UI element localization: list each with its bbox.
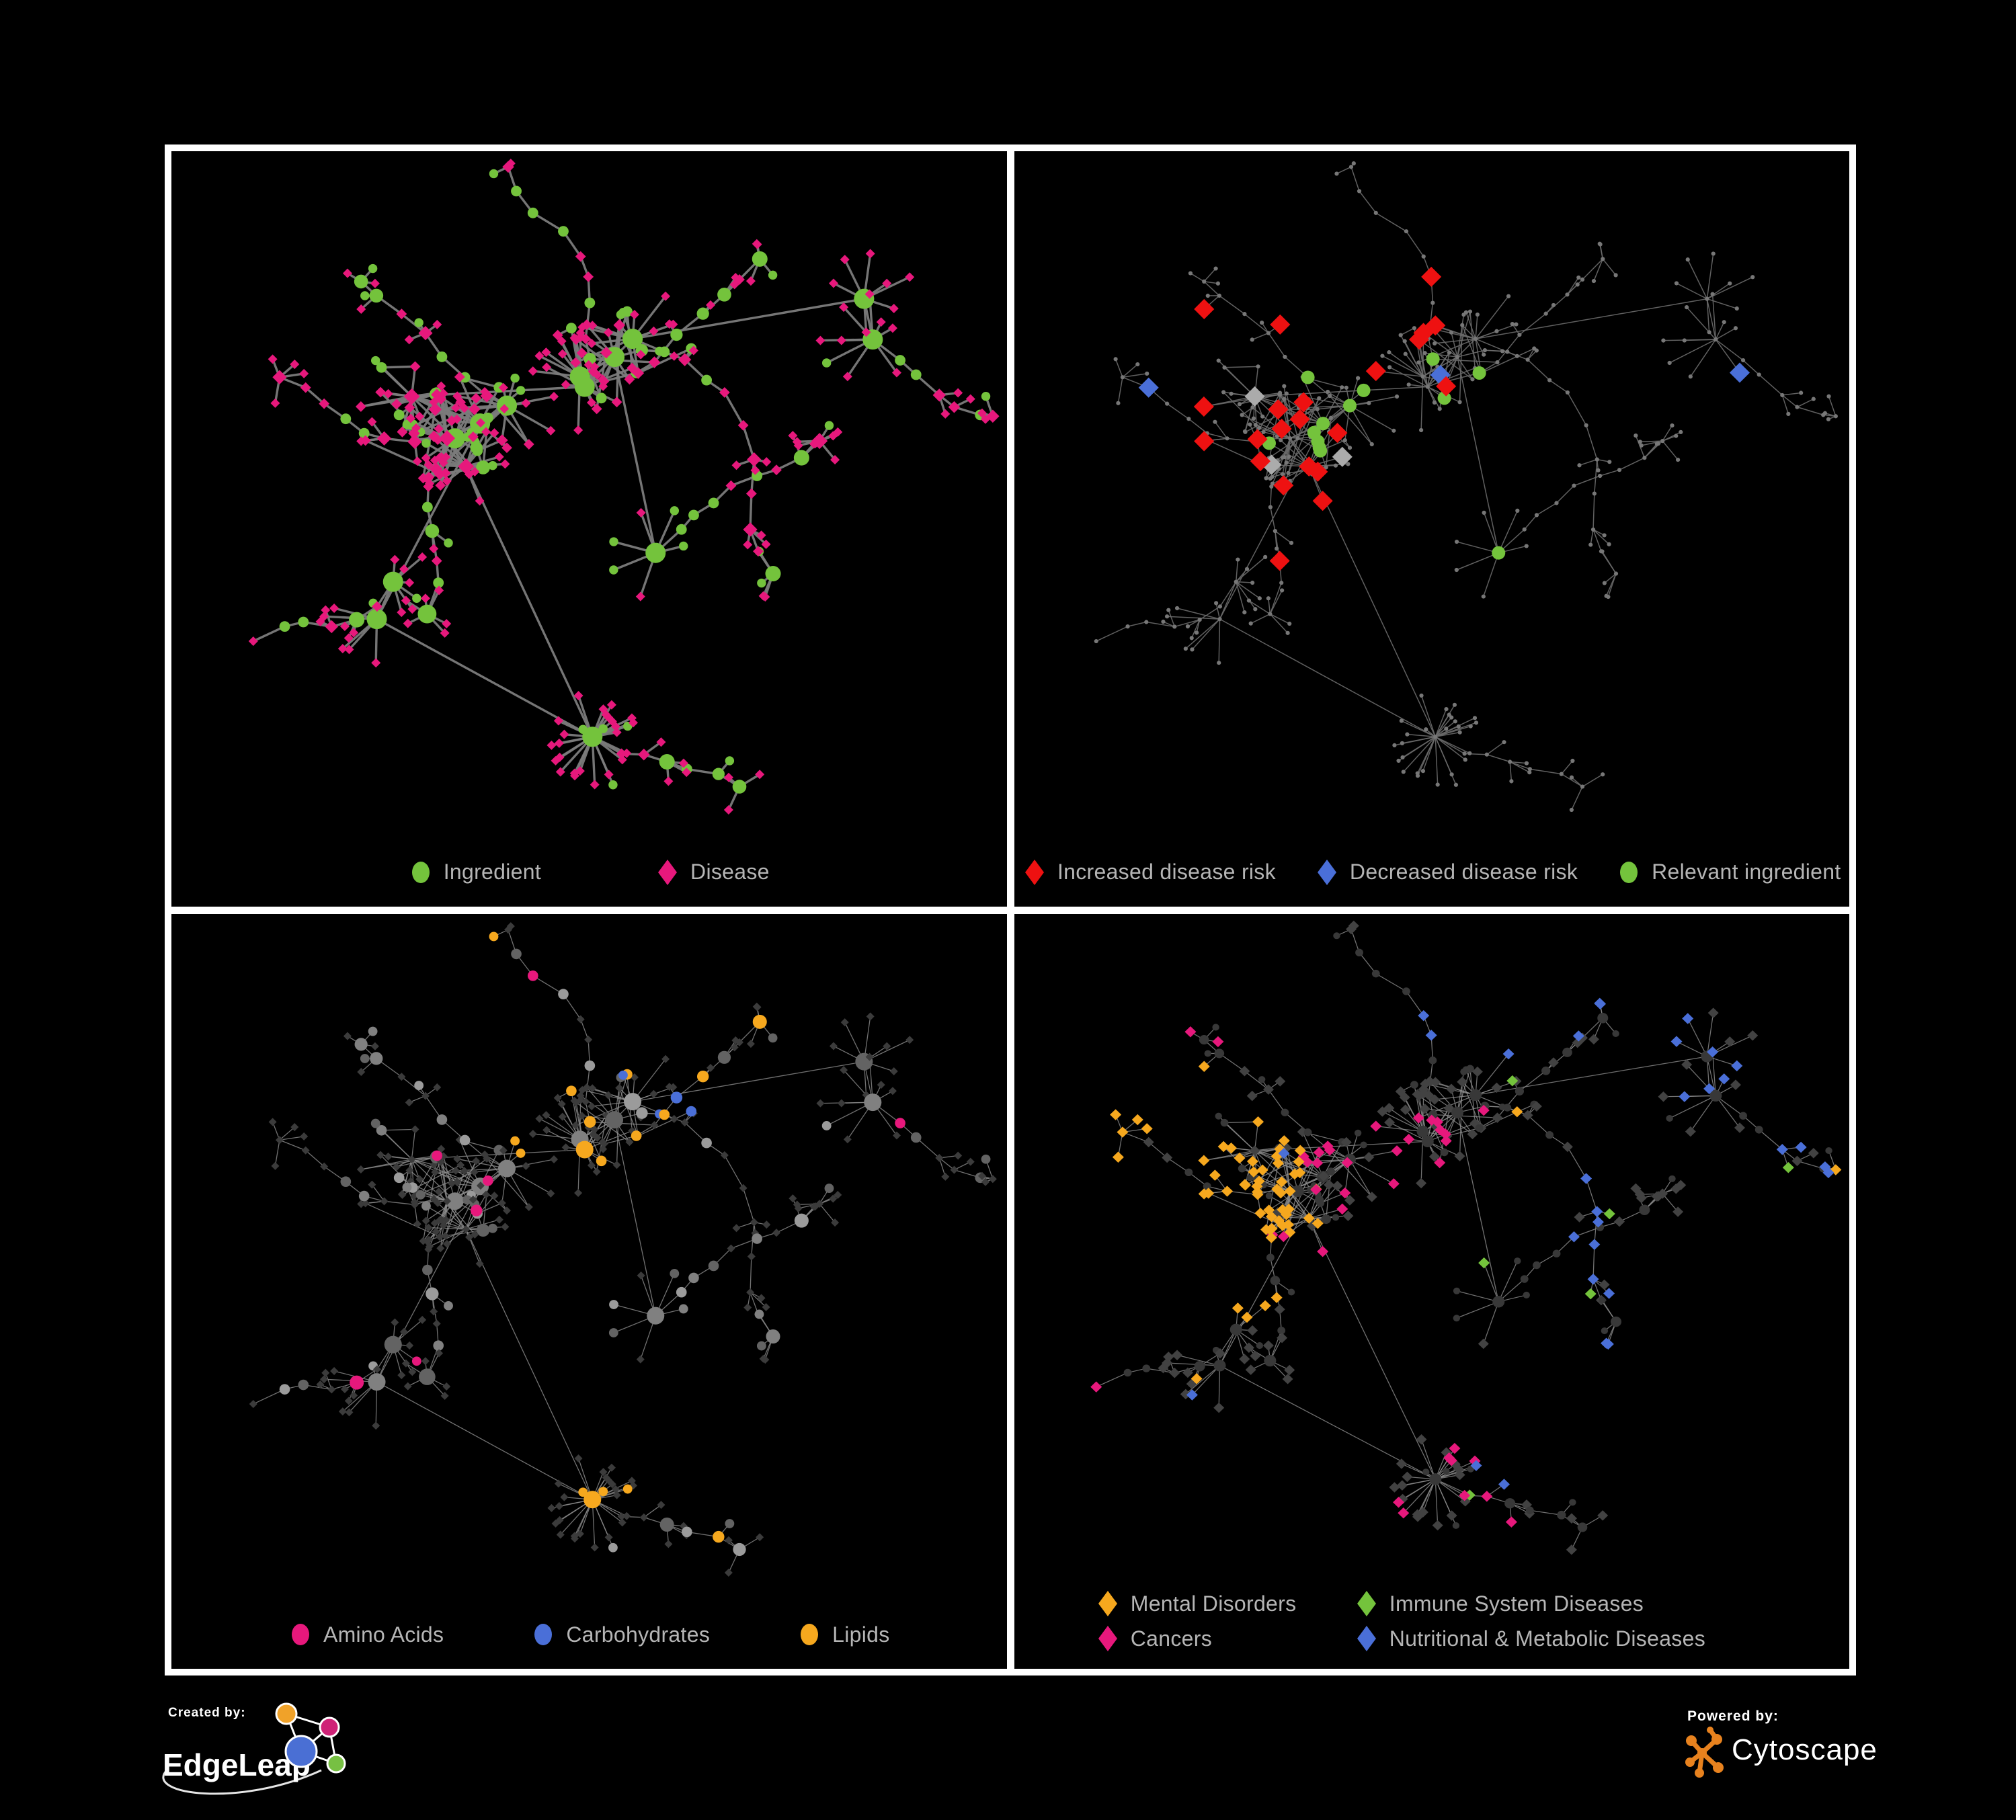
legend-item-cancers: Cancers (1096, 1624, 1355, 1653)
circle-marker-icon (797, 1620, 821, 1649)
network-graph-disease-classes (1014, 914, 1850, 1583)
legend-label: Immune System Diseases (1389, 1591, 1644, 1616)
panel-disease-risk: Increased disease risk Decreased disease … (1014, 151, 1850, 907)
panel-ingredient-classes: Amino Acids Carbohydrates Lipids (171, 914, 1007, 1669)
legend-item-amino-acids: Amino Acids (288, 1620, 444, 1649)
legend-label: Amino Acids (323, 1622, 444, 1647)
panel-grid: Ingredient Disease Increased disease risk… (165, 144, 1856, 1676)
legend-ingredient-classes: Amino Acids Carbohydrates Lipids (171, 1620, 1007, 1649)
legend-item-lipids: Lipids (797, 1620, 889, 1649)
diamond-marker-icon (655, 858, 680, 886)
legend-label: Cancers (1131, 1626, 1212, 1651)
legend-item-disease: Disease (655, 858, 770, 886)
legend-item-nutritional-metabolic-diseases: Nutritional & Metabolic Diseases (1355, 1624, 1705, 1653)
cytoscape-network-icon (1685, 1727, 1724, 1778)
diamond-marker-icon (1355, 1624, 1379, 1653)
created-by-label: Created by: (168, 1706, 246, 1720)
legend-label: Carbohydrates (566, 1622, 710, 1647)
legend-disease-classes: Mental Disorders Immune System Diseases Ca… (1014, 1589, 1850, 1653)
legend-item-mental-disorders: Mental Disorders (1096, 1589, 1355, 1618)
circle-marker-icon (409, 858, 433, 886)
circle-marker-icon (1617, 858, 1641, 886)
edgeleap-logo: Created by: EdgeLeap (159, 1692, 360, 1817)
legend-label: Increased disease risk (1057, 860, 1276, 884)
legend-label: Mental Disorders (1131, 1591, 1297, 1616)
cytoscape-credit: Powered by: Cytoscape (1679, 1700, 1948, 1805)
diamond-marker-icon (1096, 1624, 1120, 1653)
legend-item-ingredient: Ingredient (409, 858, 541, 886)
diamond-marker-icon (1096, 1589, 1120, 1618)
circle-marker-icon (288, 1620, 313, 1649)
diamond-marker-icon (1022, 858, 1047, 886)
legend-item-increased-disease-risk: Increased disease risk (1022, 858, 1276, 886)
legend-item-relevant-ingredient: Relevant ingredient (1617, 858, 1841, 886)
powered-by-label: Powered by: (1687, 1708, 1779, 1724)
legend-item-carbohydrates: Carbohydrates (531, 1620, 710, 1649)
legend-row: Ingredient Disease (409, 858, 770, 886)
cytoscape-wordmark: Cytoscape (1732, 1733, 1878, 1766)
legend-item-immune-system-diseases: Immune System Diseases (1355, 1589, 1644, 1618)
legend-row: Cancers Nutritional & Metabolic Diseases (1096, 1624, 1768, 1653)
legend-item-decreased-disease-risk: Decreased disease risk (1315, 858, 1578, 886)
legend-ingredient-disease: Ingredient Disease (171, 858, 1007, 886)
edgeleap-credit: Created by: EdgeLeap (159, 1692, 360, 1820)
legend-label: Nutritional & Metabolic Diseases (1389, 1626, 1705, 1651)
legend-label: Disease (690, 860, 770, 884)
legend-label: Lipids (832, 1622, 889, 1647)
panel-ingredient-disease: Ingredient Disease (171, 151, 1007, 907)
legend-label: Decreased disease risk (1350, 860, 1578, 884)
network-graph-ingredient-disease (171, 151, 1007, 845)
legend-disease-risk: Increased disease risk Decreased disease … (1014, 858, 1850, 886)
diamond-marker-icon (1355, 1589, 1379, 1618)
legend-label: Relevant ingredient (1652, 860, 1841, 884)
network-graph-ingredient-classes (171, 914, 1007, 1608)
legend-row: Mental Disorders Immune System Diseases (1096, 1589, 1768, 1618)
panel-disease-classes: Mental Disorders Immune System Diseases Ca… (1014, 914, 1850, 1669)
circle-marker-icon (531, 1620, 555, 1649)
cytoscape-logo: Powered by: Cytoscape (1679, 1700, 1948, 1801)
legend-label: Ingredient (444, 860, 541, 884)
network-graph-disease-risk (1014, 151, 1850, 845)
diamond-marker-icon (1315, 858, 1339, 886)
legend-row: Amino Acids Carbohydrates Lipids (288, 1620, 890, 1649)
legend-row: Increased disease risk Decreased disease … (1022, 858, 1841, 886)
